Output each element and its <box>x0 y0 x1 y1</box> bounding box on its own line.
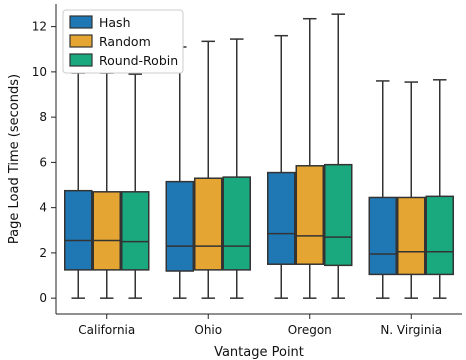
box-round-robin-california <box>121 73 150 299</box>
iqr-box <box>267 171 296 265</box>
legend-label-round-robin: Round-Robin <box>99 53 178 68</box>
box-hash-ohio <box>165 46 194 299</box>
box-hash-n-virginia <box>368 80 397 299</box>
y-tick-label: 2 <box>39 246 47 260</box>
box-round-robin-n-virginia <box>425 79 454 299</box>
box-round-robin-ohio <box>222 38 251 299</box>
iqr-box <box>295 165 324 265</box>
x-tick-label-ohio: Ohio <box>194 323 222 337</box>
iqr-box <box>121 191 150 271</box>
iqr-box <box>324 163 353 267</box>
box-hash-california <box>64 72 93 299</box>
legend-swatch-round-robin <box>69 53 93 67</box>
y-tick-label: 12 <box>32 20 47 34</box>
box-random-ohio <box>194 40 223 299</box>
x-tick-label-california: California <box>78 323 135 337</box>
legend-label-hash: Hash <box>99 15 131 30</box>
y-tick-label: 8 <box>39 110 47 124</box>
legend-swatch-hash <box>69 15 93 29</box>
iqr-box <box>92 191 121 271</box>
y-tick-label: 4 <box>39 201 47 215</box>
y-tick-label: 6 <box>39 155 47 169</box>
iqr-box <box>165 180 194 272</box>
plot-area: 0 2 4 6 8 10 12 California Ohio Oregon N. Virginia <box>32 4 462 337</box>
box-round-robin-oregon <box>324 13 353 299</box>
iqr-box <box>425 195 454 276</box>
iqr-box <box>397 196 426 276</box>
box-random-california <box>92 72 121 299</box>
iqr-box <box>368 196 397 276</box>
legend-label-random: Random <box>99 34 151 49</box>
legend: Hash Random Round-Robin <box>62 9 184 74</box>
iqr-box <box>194 177 223 271</box>
x-axis-label: Vantage Point <box>214 345 304 360</box>
y-tick-label: 10 <box>32 65 47 79</box>
iqr-box <box>222 176 251 271</box>
legend-swatch-random <box>69 34 93 48</box>
y-axis-label: Page Load Time (seconds) <box>7 74 22 244</box>
x-tick-label-n-virginia: N. Virginia <box>380 323 442 337</box>
y-tick-label: 0 <box>39 291 47 305</box>
iqr-box <box>64 189 93 271</box>
box-hash-oregon <box>267 34 296 299</box>
box-random-n-virginia <box>397 81 426 299</box>
box-random-oregon <box>295 17 324 299</box>
x-tick-label-oregon: Oregon <box>288 323 332 337</box>
legend-frame <box>62 9 184 74</box>
